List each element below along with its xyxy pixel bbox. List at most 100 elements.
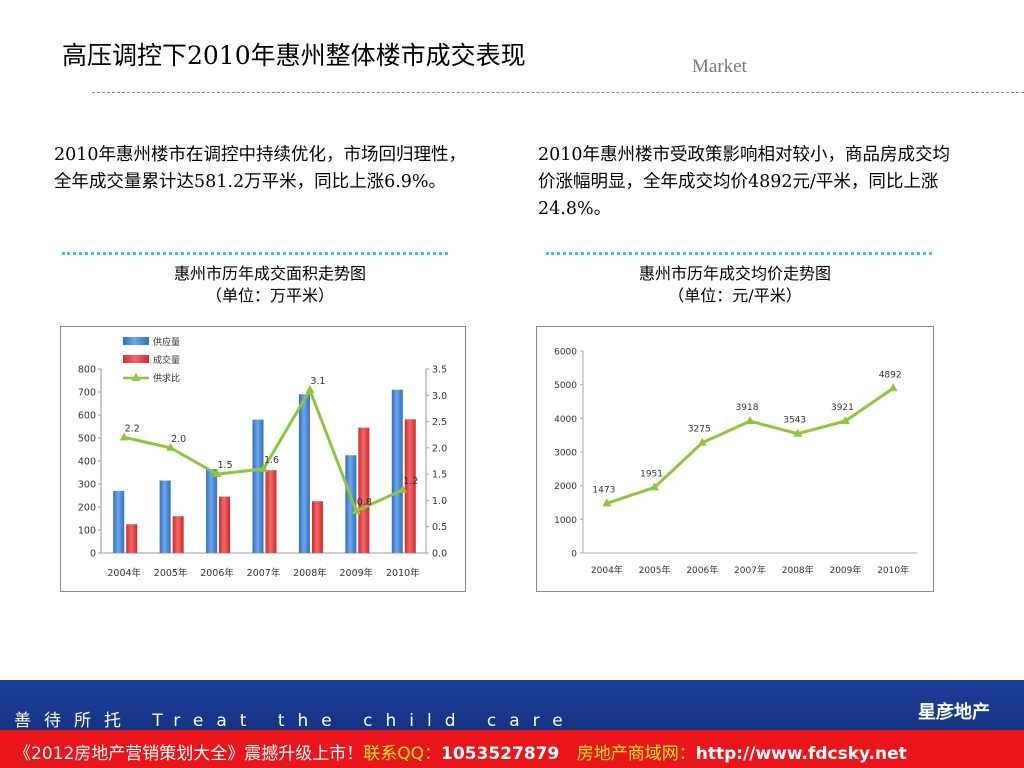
deal-bar	[358, 427, 370, 553]
ratio-data-label: 1.5	[218, 460, 233, 471]
y-tick-label-left: 100	[78, 526, 96, 537]
chart-unit-area: （单位：万平米）	[205, 286, 334, 305]
x-tick-label: 2009年	[829, 564, 861, 576]
x-tick-label: 2007年	[734, 564, 766, 576]
supply-bar	[206, 469, 218, 553]
ratio-marker	[398, 484, 408, 493]
average-price-chart: 0 1000 2000 3000 4000 5000 6000 2004年 2005年 2006年…	[554, 348, 917, 576]
ad-qq-number[interactable]: 1053527879	[441, 744, 560, 764]
x-tick-label: 2007年	[247, 567, 281, 579]
x-tick-label: 2009年	[340, 567, 374, 579]
slide-title: 高压调控下2010年惠州整体楼市成交表现	[62, 41, 526, 70]
y-tick-label: 3000	[554, 449, 577, 459]
ratio-marker	[119, 432, 129, 441]
price-marker	[697, 437, 707, 446]
y-tick-label-left: 800	[78, 365, 96, 376]
ratio-data-label: 0.8	[357, 497, 372, 508]
y-tick-label-left: 400	[78, 457, 96, 468]
chart-title-price: 惠州市历年成交均价走势图	[638, 264, 831, 283]
deal-bar	[126, 524, 138, 553]
price-data-label: 4892	[879, 370, 902, 380]
supply-bar	[159, 480, 171, 553]
x-tick-label: 2006年	[200, 567, 234, 579]
ratio-marker	[351, 505, 361, 514]
supply-bar	[345, 455, 357, 553]
legend-swatch-supply	[123, 337, 149, 345]
price-marker	[793, 428, 803, 437]
intro-text-area: 2010年惠州楼市在调控中持续优化，市场回归理性，全年成交量累计达581.2万平…	[54, 145, 467, 192]
x-tick-label: 2008年	[293, 567, 327, 579]
chart-caption-price: 惠州市历年成交均价走势图 （单位：元/平米）	[570, 263, 900, 307]
chart-title-area: 惠州市历年成交面积走势图	[173, 264, 366, 283]
footer-slogan: 善待所托 Treat the child care	[14, 711, 576, 731]
x-tick-label: 2010年	[386, 567, 420, 579]
y-tick-label-right: 1.5	[432, 470, 447, 481]
ad-site-label: 房地产商域网：	[576, 744, 696, 764]
price-data-label: 3543	[783, 416, 806, 426]
chart-caption-area: 惠州市历年成交面积走势图 （单位：万平米）	[100, 263, 440, 307]
section-tag: Market	[692, 56, 747, 77]
y-tick-label-right: 0.5	[432, 522, 447, 533]
y-tick-label-right: 3.5	[432, 365, 447, 376]
y-tick-label-left: 600	[78, 411, 96, 422]
ratio-data-label: 3.1	[310, 376, 325, 387]
deal-bar	[172, 516, 184, 553]
y-tick-label-left: 300	[78, 480, 96, 491]
legend-swatch-deal	[123, 355, 149, 363]
area-chart-frame: 0 100 200 300 400 500 600 700 800 0.0 0.5 1.0 1.5 2.0…	[60, 326, 466, 592]
ad-promo-text: 《2012房地产营销策划大全》震撼升级上市！	[14, 744, 364, 764]
company-logo: 星彦地产	[918, 702, 990, 723]
ad-site-link[interactable]: http://www.fdcsky.net	[695, 744, 907, 764]
x-tick-label: 2004年	[591, 564, 623, 576]
price-data-label: 3921	[831, 403, 854, 413]
ad-text[interactable]: 《2012房地产营销策划大全》震撼升级上市！联系QQ：1053527879 房地…	[14, 739, 907, 764]
legend-label-supply: 供应量	[153, 336, 180, 348]
title-divider	[92, 92, 1024, 93]
ratio-marker	[166, 442, 176, 451]
deal-bar	[265, 470, 277, 553]
price-data-label: 1951	[640, 469, 663, 479]
legend-label-deal: 成交量	[153, 354, 180, 366]
x-tick-label: 2008年	[782, 564, 814, 576]
y-tick-label-right: 0.0	[432, 549, 447, 560]
y-tick-label-left: 700	[78, 388, 96, 399]
supply-bar	[391, 389, 403, 553]
ratio-marker	[259, 463, 268, 472]
ad-bar	[0, 730, 1024, 768]
y-tick-label-right: 3.0	[432, 391, 447, 402]
ratio-marker	[212, 469, 222, 478]
y-tick-label: 5000	[554, 381, 577, 391]
price-chart-frame: 0 1000 2000 3000 4000 5000 6000 2004年 2005年 2006年…	[536, 326, 934, 592]
deal-bar	[404, 419, 416, 553]
y-tick-label-right: 2.0	[432, 443, 447, 454]
x-tick-label: 2005年	[639, 564, 671, 576]
legend-marker-ratio	[131, 373, 141, 381]
area-volume-chart: 0 100 200 300 400 500 600 700 800 0.0 0.5 1.0 1.5 2.0…	[78, 336, 447, 579]
ratio-data-label: 2.2	[125, 423, 140, 434]
ad-qq-label: 联系QQ：	[363, 744, 442, 764]
price-marker	[745, 416, 755, 425]
y-tick-label: 6000	[554, 348, 577, 358]
deal-bar	[311, 501, 323, 553]
supply-bar	[298, 394, 310, 553]
legend-label-ratio: 供求比	[153, 372, 180, 384]
price-marker	[650, 482, 660, 491]
intro-text-price: 2010年惠州楼市受政策影响相对较小，商品房成交均价涨幅明显，全年成交均价489…	[538, 145, 951, 219]
supply-bar	[252, 419, 264, 553]
price-data-label: 3275	[688, 425, 711, 435]
price-data-label: 1473	[592, 485, 615, 495]
y-tick-label-left: 0	[90, 549, 96, 560]
chart-unit-price: （单位：元/平米）	[668, 286, 802, 305]
y-tick-label-left: 200	[78, 503, 96, 514]
y-tick-label: 4000	[554, 415, 577, 425]
ratio-data-label: 2.0	[171, 434, 186, 445]
y-tick-label-right: 2.5	[432, 417, 447, 428]
price-marker	[602, 498, 612, 507]
x-tick-label: 2006年	[686, 564, 718, 576]
y-tick-label-left: 500	[78, 434, 96, 445]
ratio-data-label: 1.2	[403, 476, 418, 487]
price-data-label: 3918	[736, 403, 759, 413]
ratio-marker	[305, 385, 315, 394]
price-marker	[840, 415, 850, 424]
x-tick-label: 2005年	[154, 567, 188, 579]
